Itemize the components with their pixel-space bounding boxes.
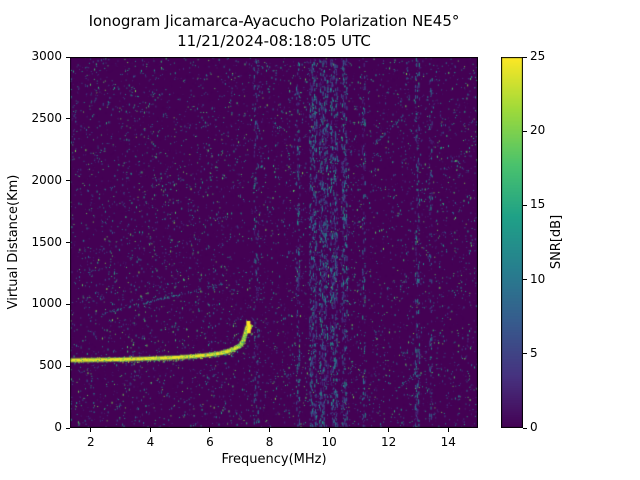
x-tick-mark [90, 428, 92, 432]
ionogram-heatmap-canvas [70, 57, 478, 428]
y-tick-mark [66, 427, 70, 429]
x-tick-label: 10 [321, 435, 337, 449]
y-tick-label: 3000 [31, 49, 62, 63]
x-tick-label: 4 [146, 435, 155, 449]
y-tick-mark [66, 118, 70, 120]
y-tick-label: 500 [39, 358, 62, 373]
colorbar-tick-mark [523, 279, 527, 281]
x-axis-label: Frequency(MHz) [221, 452, 327, 467]
colorbar-tick-label: 5 [530, 345, 538, 360]
colorbar-tick-label: 20 [530, 123, 546, 138]
y-tick-label: 2500 [31, 110, 62, 125]
colorbar-tick-mark [523, 427, 527, 429]
y-tick-label: 2000 [31, 172, 62, 187]
x-tick-label: 2 [87, 435, 95, 449]
colorbar-tick-mark [523, 130, 527, 132]
y-tick-mark [66, 180, 70, 182]
y-tick-label: 1000 [31, 296, 62, 311]
colorbar-tick-label: 25 [530, 49, 546, 63]
colorbar-tick-mark [523, 353, 527, 355]
x-tick-mark [388, 428, 390, 432]
x-tick-mark [269, 428, 271, 432]
colorbar-label: SNR[dB] [549, 214, 564, 270]
y-tick-mark [66, 365, 70, 367]
y-tick-label: 0 [54, 420, 62, 434]
x-tick-label: 14 [440, 435, 456, 449]
x-tick-mark [149, 428, 151, 432]
x-tick-label: 6 [206, 435, 214, 449]
chart-subtitle-timestamp: 11/21/2024-08:18:05 UTC [177, 32, 371, 50]
x-tick-mark [209, 428, 211, 432]
y-tick-mark [66, 303, 70, 305]
colorbar-tick-mark [523, 204, 527, 206]
y-tick-mark [66, 242, 70, 243]
colorbar-gradient-canvas [501, 57, 523, 428]
x-tick-label: 8 [265, 435, 274, 449]
colorbar-tick-mark [523, 56, 527, 58]
x-tick-mark [447, 428, 449, 432]
colorbar-tick-label: 10 [530, 271, 546, 286]
colorbar-tick-label: 15 [530, 197, 546, 212]
x-tick-mark [328, 428, 330, 432]
y-tick-label: 1500 [31, 234, 62, 249]
chart-title: Ionogram Jicamarca-Ayacucho Polarization… [88, 12, 460, 30]
colorbar-tick-label: 0 [530, 420, 538, 434]
x-tick-label: 12 [381, 435, 397, 449]
y-tick-mark [66, 56, 70, 58]
